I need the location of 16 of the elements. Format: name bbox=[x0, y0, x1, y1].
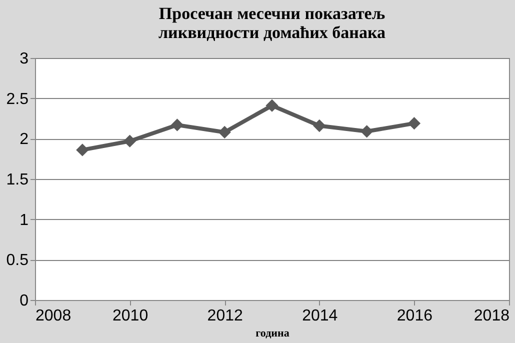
x-tick-label: 2008 bbox=[36, 308, 72, 324]
x-axis-title: година bbox=[256, 328, 290, 340]
y-tick-label: 2 bbox=[20, 131, 29, 148]
x-tick-label: 2014 bbox=[302, 308, 338, 324]
x-tick-label: 2010 bbox=[112, 308, 148, 324]
y-tick-label: 1 bbox=[20, 212, 29, 229]
x-tick-label: 2012 bbox=[207, 308, 243, 324]
y-tick-label: 2.5 bbox=[6, 90, 29, 108]
text: ликвидности домаћих банака bbox=[158, 23, 386, 42]
y-tick-label: 1.5 bbox=[6, 172, 29, 188]
y-tick-label: 3 bbox=[20, 50, 29, 68]
x-tick-label: 2018 bbox=[474, 308, 510, 324]
y-tick-label: 0 bbox=[20, 292, 29, 310]
y-tick-label: 0.5 bbox=[6, 252, 29, 270]
text: Просечан месечни показатељ bbox=[158, 4, 386, 23]
x-tick-label: 2016 bbox=[396, 308, 433, 324]
